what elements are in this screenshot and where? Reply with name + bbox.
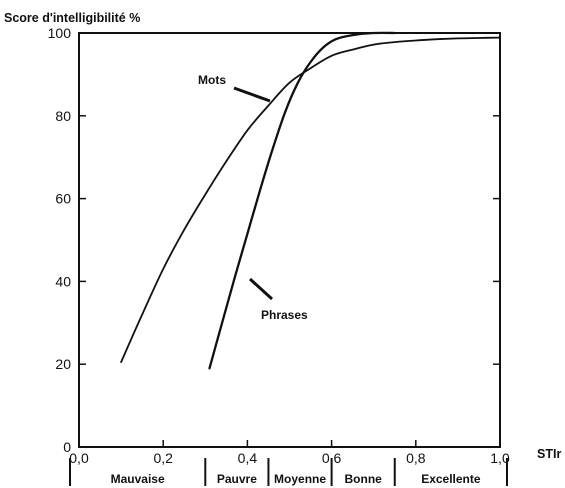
x-axis-label: STIr [537, 447, 561, 461]
band-label-pauvre: Pauvre [217, 472, 257, 486]
y-tick-label: 100 [48, 25, 72, 41]
plot-frame [78, 32, 501, 448]
y-tick-label: 40 [55, 273, 71, 289]
quality-bands: Mauvaise Pauvre Moyenne Bonne Excellente [69, 458, 508, 486]
x-tick-label: 1,0 [490, 450, 510, 466]
y-tick-label: 80 [55, 108, 71, 124]
y-tick-label: 0 [63, 439, 71, 455]
band-label-moyenne: Moyenne [274, 472, 326, 486]
x-tick-label: 0,2 [153, 450, 173, 466]
x-tick-label: 0,4 [238, 450, 258, 466]
annotation-mots: Mots [198, 73, 226, 87]
x-tick-label: 0,0 [69, 450, 89, 466]
band-label-bonne: Bonne [345, 472, 383, 486]
y-tick-label: 20 [55, 356, 71, 372]
series-layer [120, 31, 501, 370]
x-axis-ticks: 0,00,20,40,60,81,0 [69, 440, 510, 466]
annotation-phrases: Phrases [261, 308, 308, 322]
y-tick-label: 60 [55, 191, 71, 207]
phrases-pointer [248, 277, 274, 301]
band-label-excellente: Excellente [421, 472, 481, 486]
series-line-mots [120, 36, 501, 363]
x-tick-label: 0,8 [406, 450, 426, 466]
mots-pointer [233, 86, 271, 103]
y-axis-ticks: 0 20 40 60 80 100 [48, 25, 500, 455]
band-label-mauvaise: Mauvaise [111, 472, 165, 486]
series-line-phrases [208, 31, 396, 370]
chart-title: Score d'intelligibilité % [4, 11, 140, 25]
